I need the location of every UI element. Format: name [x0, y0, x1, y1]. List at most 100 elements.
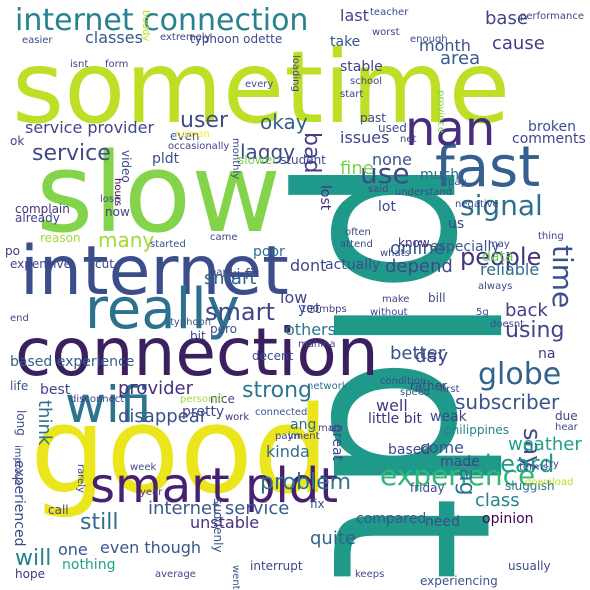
word-based-experience: based experience — [10, 354, 135, 370]
word-understand: understand — [395, 187, 453, 198]
word-call: call — [48, 503, 69, 517]
word-im: im — [288, 431, 301, 442]
word-net: net — [400, 134, 417, 145]
word-problem: problem — [260, 470, 352, 495]
word-need: need — [425, 514, 460, 530]
word-lot: lot — [378, 199, 396, 215]
word-connection: connection — [15, 314, 379, 391]
word-already: already — [15, 211, 60, 225]
word-first: first — [440, 384, 460, 395]
word-made: made — [440, 454, 480, 470]
word-data: data — [482, 249, 514, 265]
word-province: province — [435, 90, 446, 134]
word-may: may — [488, 239, 510, 250]
word-started: started — [150, 239, 186, 250]
word-teacher: teacher — [370, 7, 409, 18]
word-complain: complain — [15, 202, 70, 216]
word-sluggish: sluggish — [505, 479, 555, 493]
word-time: time — [546, 245, 579, 309]
word-bit: bit — [190, 329, 206, 343]
word-long: long — [14, 410, 28, 436]
word-whats: whats — [380, 248, 410, 259]
word-smart-pldt: smart pldt — [90, 458, 339, 514]
word-dont: dont — [290, 256, 327, 275]
word-usually: usually — [508, 559, 551, 573]
word-due: due — [555, 409, 578, 423]
word-hope: hope — [15, 567, 45, 581]
word-pretty: pretty — [182, 404, 225, 420]
word-went: went — [230, 565, 241, 590]
word-mahina: mahina — [298, 339, 336, 350]
word-yet: yet — [298, 301, 321, 317]
word-philippines: philippines — [444, 423, 510, 437]
word-naman: naman — [175, 129, 210, 140]
word-poor: poor — [253, 244, 285, 260]
word-now: now — [105, 205, 130, 219]
word-typhoon: typhoon — [170, 317, 212, 328]
word-smart: smart — [204, 268, 257, 289]
word-quite: quite — [310, 528, 356, 549]
word-globe: globe — [478, 357, 562, 392]
word-na: na — [538, 346, 556, 362]
word-based: based — [388, 442, 431, 458]
word-download: download — [525, 477, 574, 488]
word-issues: issues — [340, 128, 390, 147]
word-easier: easier — [22, 35, 53, 46]
word-sometime: sometime — [12, 29, 511, 146]
word-opinion: opinion — [482, 511, 534, 527]
word-reason: reason — [40, 231, 81, 245]
word-laggy: laggy — [240, 140, 296, 164]
word-doesnt: doesnt — [490, 319, 525, 330]
word-kinda: kinda — [266, 442, 310, 461]
word-came: came — [210, 232, 238, 243]
word-make: make — [382, 294, 410, 305]
word-people: people — [460, 243, 542, 271]
word-hear: hear — [555, 422, 578, 433]
word-especially: especially — [430, 239, 500, 255]
word-disconnect: disconnect — [70, 394, 125, 405]
word-interrupt: interrupt — [250, 559, 303, 573]
word-expensive: expensive — [10, 257, 71, 271]
word-rarely: rarely — [75, 464, 86, 493]
word-compared: compared — [356, 511, 427, 527]
word-suddenly: suddenly — [211, 498, 225, 553]
word-hard: hard — [210, 267, 233, 278]
word-pldt: pldt — [152, 151, 180, 167]
word-enough: enough — [410, 34, 448, 45]
word-payment: payment — [275, 431, 320, 442]
word-occasionally: occasionally — [168, 141, 230, 152]
word-even-though: even though — [100, 538, 202, 557]
word-good: good — [30, 382, 330, 521]
word-week: week — [130, 462, 157, 473]
word-nothing: nothing — [62, 557, 116, 573]
word-unstable: unstable — [190, 513, 260, 532]
word-every: every — [245, 79, 274, 90]
word-slow: slow — [36, 129, 282, 257]
word-weak: weak — [430, 409, 467, 425]
word-past: past — [360, 111, 386, 125]
word-end: end — [10, 313, 29, 324]
word-us: us — [448, 216, 465, 232]
word-performance: performance — [520, 11, 585, 22]
word-provider: provider — [118, 378, 193, 399]
word-fine: fine — [340, 158, 374, 179]
word-life: life — [10, 379, 29, 393]
word-pero: pero — [210, 322, 238, 336]
word-back: back — [505, 300, 548, 321]
word-fast: fast — [435, 135, 541, 200]
word-better: better — [390, 343, 446, 364]
word-class: class — [475, 490, 520, 511]
word-isnt: isnt — [70, 59, 89, 70]
word-will: will — [15, 546, 52, 571]
word-really: really — [85, 277, 240, 342]
word-loading: loading — [290, 55, 301, 92]
word-school: school — [350, 76, 383, 87]
word-internet: internet — [20, 232, 289, 311]
word-used: used — [378, 121, 407, 135]
word-come: come — [420, 438, 465, 457]
word-last: last — [340, 6, 369, 25]
word-rather: rather — [410, 379, 447, 393]
word-still: still — [80, 510, 119, 535]
word-experiencing: experiencing — [420, 574, 498, 588]
word-using: using — [505, 318, 565, 343]
